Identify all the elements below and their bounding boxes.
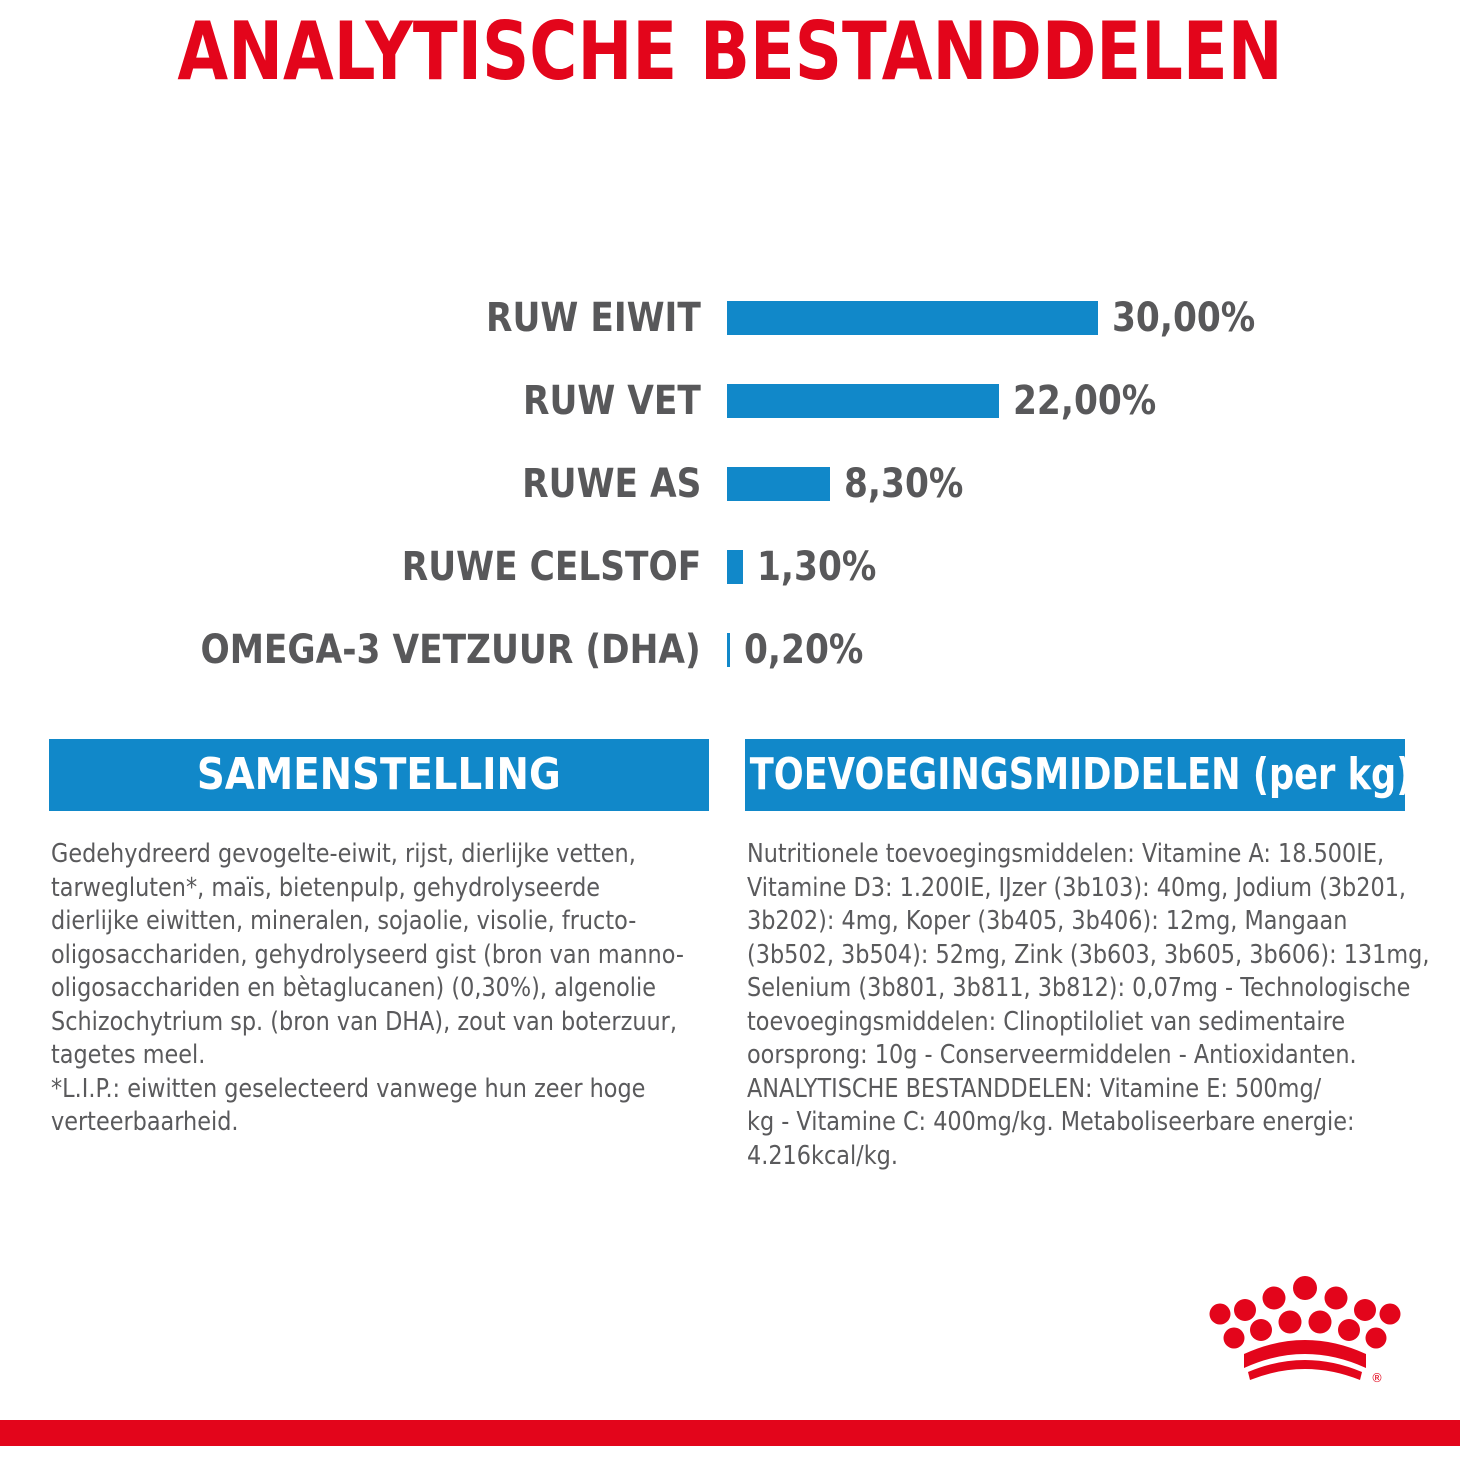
- crown-dot: [1324, 1286, 1348, 1310]
- chart-bar: [727, 633, 730, 667]
- text-line: Vitamine D3: 1.200IE, IJzer (3b103): 40m…: [747, 872, 1407, 903]
- toevoegingsmiddelen-text: Nutritionele toevoegingsmiddelen: Vitami…: [747, 838, 1430, 1173]
- chart-row: RUW VET 22,00%: [0, 371, 1460, 431]
- chart-category-label: RUW VET: [523, 378, 701, 424]
- chart-value-label: 1,30%: [757, 544, 877, 590]
- toevoegingsmiddelen-header-label: TOEVOEGINGSMIDDELEN (per kg): [749, 749, 1405, 800]
- bottom-brand-stripe: [0, 1420, 1460, 1446]
- text-line: verteerbaarheid.: [51, 1107, 239, 1137]
- text-line: (3b502, 3b504): 52mg, Zink (3b603, 3b605…: [747, 939, 1430, 970]
- crown-dot: [1293, 1276, 1317, 1300]
- samenstelling-header-label: SAMENSTELLING: [197, 749, 561, 800]
- royal-canin-crown-icon: ®: [1209, 1276, 1401, 1385]
- chart-bar: [727, 467, 830, 501]
- chart-bar: [727, 301, 1098, 335]
- crown-dot: [1278, 1310, 1302, 1334]
- text-line: Nutritionele toevoegingsmiddelen: Vitami…: [747, 839, 1385, 869]
- trademark-symbol: ®: [1371, 1371, 1383, 1385]
- chart-row: RUW EIWIT 30,00%: [0, 288, 1460, 348]
- chart-row: RUWE AS 8,30%: [0, 454, 1460, 514]
- text-line: ANALYTISCHE BESTANDDELEN: Vitamine E: 50…: [747, 1073, 1322, 1104]
- text-line: Gedehydreerd gevogelte-eiwit, rijst, die…: [51, 839, 636, 869]
- chart-row: RUWE CELSTOF 1,30%: [0, 537, 1460, 597]
- text-line: *L.I.P.: eiwitten geselecteerd vanwege h…: [51, 1073, 646, 1104]
- samenstelling-text: Gedehydreerd gevogelte-eiwit, rijst, die…: [51, 838, 711, 1140]
- text-line: oligosacchariden, gehydrolyseerd gist (b…: [51, 939, 684, 970]
- text-line: Selenium (3b801, 3b811, 3b812): 0,07mg -…: [747, 973, 1411, 1003]
- chart-value-label: 0,20%: [744, 627, 864, 673]
- chart-category-label: RUWE AS: [521, 461, 701, 507]
- crown-dot: [1338, 1319, 1360, 1341]
- text-line: oorsprong: 10g - Conserveermiddelen - An…: [747, 1040, 1357, 1070]
- chart-category-label: RUWE CELSTOF: [401, 544, 701, 590]
- crown-dot: [1379, 1303, 1401, 1325]
- chart-value-label: 8,30%: [844, 461, 964, 507]
- toevoegingsmiddelen-header: TOEVOEGINGSMIDDELEN (per kg): [745, 739, 1405, 811]
- chart-value-label: 30,00%: [1112, 295, 1256, 341]
- crown-dot: [1234, 1299, 1256, 1321]
- crown-base-arc-lower: [1248, 1360, 1362, 1380]
- crown-dot: [1308, 1310, 1332, 1334]
- text-line: toevoegingsmiddelen: Clinoptiloliet van …: [747, 1006, 1346, 1037]
- text-line: tarwegluten*, maïs, bietenpulp, gehydrol…: [51, 872, 601, 903]
- text-line: Schizochytrium sp. (bron van DHA), zout …: [51, 1006, 677, 1037]
- crown-dot: [1354, 1299, 1376, 1321]
- chart-bar: [727, 550, 743, 584]
- chart-category-label: RUW EIWIT: [486, 295, 701, 341]
- text-line: 3b202): 4mg, Koper (3b405, 3b406): 12mg,…: [747, 906, 1348, 936]
- text-line: tagetes meel.: [51, 1040, 206, 1070]
- crown-dot: [1262, 1286, 1286, 1310]
- page-title: ANALYTISCHE BESTANDDELEN: [177, 5, 1283, 98]
- chart-category-label: OMEGA-3 VETZUUR (DHA): [200, 627, 701, 673]
- text-line: 4.216kcal/kg.: [747, 1140, 898, 1171]
- crown-dot: [1223, 1327, 1245, 1349]
- chart-value-label: 22,00%: [1013, 378, 1157, 424]
- chart-bar: [727, 384, 999, 418]
- text-line: dierlijke eiwitten, mineralen, sojaolie,…: [51, 906, 637, 936]
- crown-base-arc: [1244, 1340, 1366, 1368]
- crown-dot: [1209, 1303, 1231, 1325]
- text-line: oligosacchariden en bètaglucanen) (0,30%…: [51, 973, 656, 1003]
- crown-dot: [1365, 1327, 1387, 1349]
- text-line: kg - Vitamine C: 400mg/kg. Metaboliseerb…: [747, 1107, 1355, 1137]
- chart-row: OMEGA-3 VETZUUR (DHA) 0,20%: [0, 620, 1460, 680]
- crown-dot: [1250, 1319, 1272, 1341]
- samenstelling-header: SAMENSTELLING: [49, 739, 709, 811]
